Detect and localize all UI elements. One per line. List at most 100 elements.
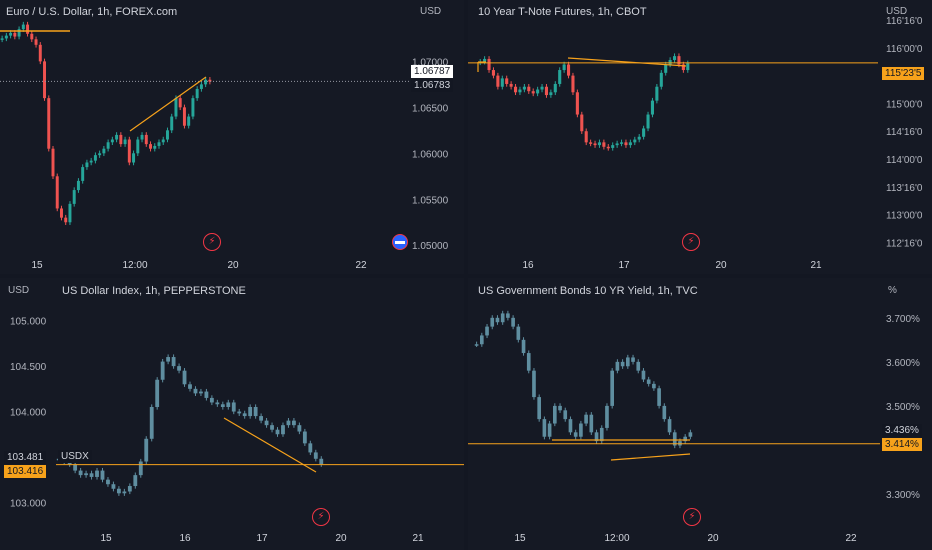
lightning-icon[interactable]: ⚡ [683, 508, 701, 526]
candle-body [571, 75, 575, 93]
lightning-icon[interactable]: ⚡ [312, 508, 330, 526]
candle-body [549, 92, 553, 96]
candle-body [659, 72, 663, 87]
candle-body [593, 143, 597, 146]
us-flag-icon[interactable] [392, 234, 408, 250]
y-axis-tick-label: 113'00'0 [886, 211, 923, 222]
zn-unit: USD [886, 6, 908, 17]
y-axis-tick-label: 1.05500 [412, 195, 449, 206]
candle-body [17, 29, 21, 37]
candle-body [562, 64, 566, 71]
y-axis-tick-label: 3.300% [886, 490, 920, 501]
candle-body [281, 425, 285, 435]
candle-body [584, 414, 588, 424]
zn-chart[interactable]: 116'16'0116'00'0115'16'5115'00'0114'16'0… [468, 0, 932, 274]
candle-body [624, 142, 628, 146]
candle-body [662, 405, 667, 420]
candle-body [606, 146, 610, 149]
candle-body [193, 388, 198, 394]
y-axis-tick-label: 1.06000 [412, 149, 449, 160]
candle-body [72, 190, 76, 204]
candle-body [531, 91, 535, 94]
candle-body [641, 370, 646, 380]
candle-body [38, 44, 42, 62]
x-axis-tick-label: 12:00 [604, 533, 629, 544]
x-axis-tick-label: 15 [514, 533, 526, 544]
x-axis-tick-label: 12:00 [122, 260, 147, 271]
candle-body [667, 419, 672, 433]
candle-body [521, 339, 526, 354]
candle-body [84, 473, 88, 476]
candle-body [558, 70, 562, 84]
candle-body [286, 420, 291, 426]
dxy-price-tag-2: 103.416 [4, 465, 47, 478]
candle-body [64, 217, 68, 223]
candle-body [166, 357, 171, 362]
chart-panel-eurusd[interactable]: 1.07000 1.06500 1.06000 1.05500 1.05000 15 12:… [0, 0, 464, 274]
candle-body [568, 419, 573, 433]
x-axis-tick-label: 22 [845, 533, 857, 544]
y-axis-tick-label: 116'00'0 [886, 44, 923, 55]
candle-body [76, 180, 80, 191]
candle-body [182, 370, 187, 385]
candle-body [136, 139, 140, 154]
candle-body [195, 88, 199, 99]
candle-body [209, 397, 214, 403]
candle-body [495, 317, 500, 323]
candle-body [542, 419, 547, 437]
y-axis-tick-label: 116'16'0 [886, 16, 923, 27]
candle-body [636, 361, 641, 371]
us10y-chart[interactable]: 3.700% 3.600% 3.500% 3.300% 15 12:00 20 22 [468, 278, 932, 550]
x-axis-tick-label: 15 [31, 260, 43, 271]
candle-body [547, 423, 552, 437]
x-axis-tick-label: 20 [707, 533, 719, 544]
candle-body [509, 83, 513, 87]
chart-panel-zn[interactable]: 116'16'0116'00'0115'16'5115'00'0114'16'0… [468, 0, 932, 274]
eurusd-chart[interactable]: 1.07000 1.06500 1.06000 1.05500 1.05000 15 12:… [0, 0, 464, 274]
candle-body [483, 58, 487, 62]
zn-title: 10 Year T-Note Futures, 1h, CBOT [478, 6, 647, 18]
candle-body [579, 423, 583, 437]
lightning-icon[interactable]: ⚡ [203, 233, 221, 251]
candle-body [610, 370, 615, 406]
candle-body [133, 475, 138, 487]
dxy-symbol-label: USDX [58, 450, 92, 463]
candle-body [110, 139, 114, 143]
candle-body [9, 32, 13, 36]
candle-body [149, 144, 153, 149]
chart-panel-dxy[interactable]: 105.000 104.500 104.000 103.000 15 16 17 20 21 U… [0, 278, 464, 550]
us10y-title: US Government Bonds 10 YR Yield, 1h, TVC [478, 285, 698, 297]
candle-body [178, 98, 182, 108]
y-axis-tick-label: 103.000 [10, 498, 47, 509]
candle-body [625, 357, 630, 367]
lightning-icon[interactable]: ⚡ [682, 233, 700, 251]
candle-body [102, 148, 106, 154]
candle-body [157, 142, 161, 146]
candle-body [500, 78, 504, 87]
candle-body [85, 162, 89, 168]
candle-body [153, 145, 157, 149]
candle-body [51, 148, 55, 177]
candle-body [597, 142, 602, 146]
candle-body [664, 64, 668, 73]
chart-panel-us10y[interactable]: 3.700% 3.600% 3.500% 3.300% 15 12:00 20 22 US G… [468, 278, 932, 550]
candle-body [668, 60, 672, 65]
candle-body [532, 370, 536, 398]
candle-body [204, 391, 209, 398]
y-axis-tick-label: 114'00'0 [886, 155, 923, 166]
candle-body [140, 134, 144, 140]
us10y-price-tag: 3.436% [882, 424, 922, 437]
candle-body [491, 70, 496, 76]
candle-body [95, 470, 99, 477]
candle-body [505, 78, 509, 84]
candle-body [672, 56, 677, 61]
y-axis-tick-label: 1.06500 [412, 103, 449, 114]
dxy-chart[interactable]: 105.000 104.500 104.000 103.000 15 16 17 20 21 [0, 278, 464, 550]
candle-body [536, 89, 540, 94]
candle-body [537, 397, 542, 420]
eurusd-price-tag-2: 1.06783 [411, 79, 454, 92]
candle-body [231, 402, 236, 412]
candle-body [672, 432, 677, 446]
candle-body [237, 411, 242, 414]
candle-body [106, 479, 110, 485]
